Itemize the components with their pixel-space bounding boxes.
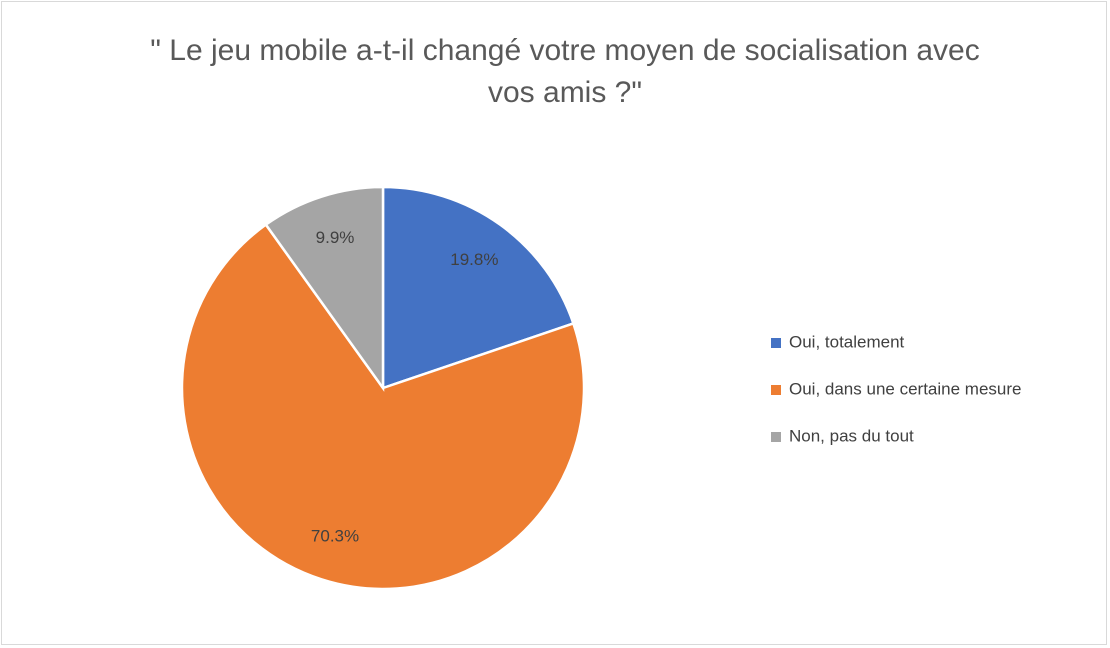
legend-swatch [771, 338, 781, 348]
legend-swatch [771, 385, 781, 395]
data-label: 19.8% [450, 250, 498, 269]
data-label: 70.3% [311, 527, 359, 546]
pie-slice [264, 185, 385, 392]
pie-slice [381, 185, 575, 390]
legend-label: Oui, dans une certaine mesure [789, 379, 1021, 398]
data-label: 9.9% [316, 228, 355, 247]
pie-slice [180, 222, 586, 591]
legend-swatch [771, 432, 781, 442]
chart-title: " Le jeu mobile a-t-il changé votre moye… [150, 34, 980, 109]
legend-label: Oui, totalement [789, 332, 905, 351]
legend-label: Non, pas du tout [789, 426, 914, 445]
